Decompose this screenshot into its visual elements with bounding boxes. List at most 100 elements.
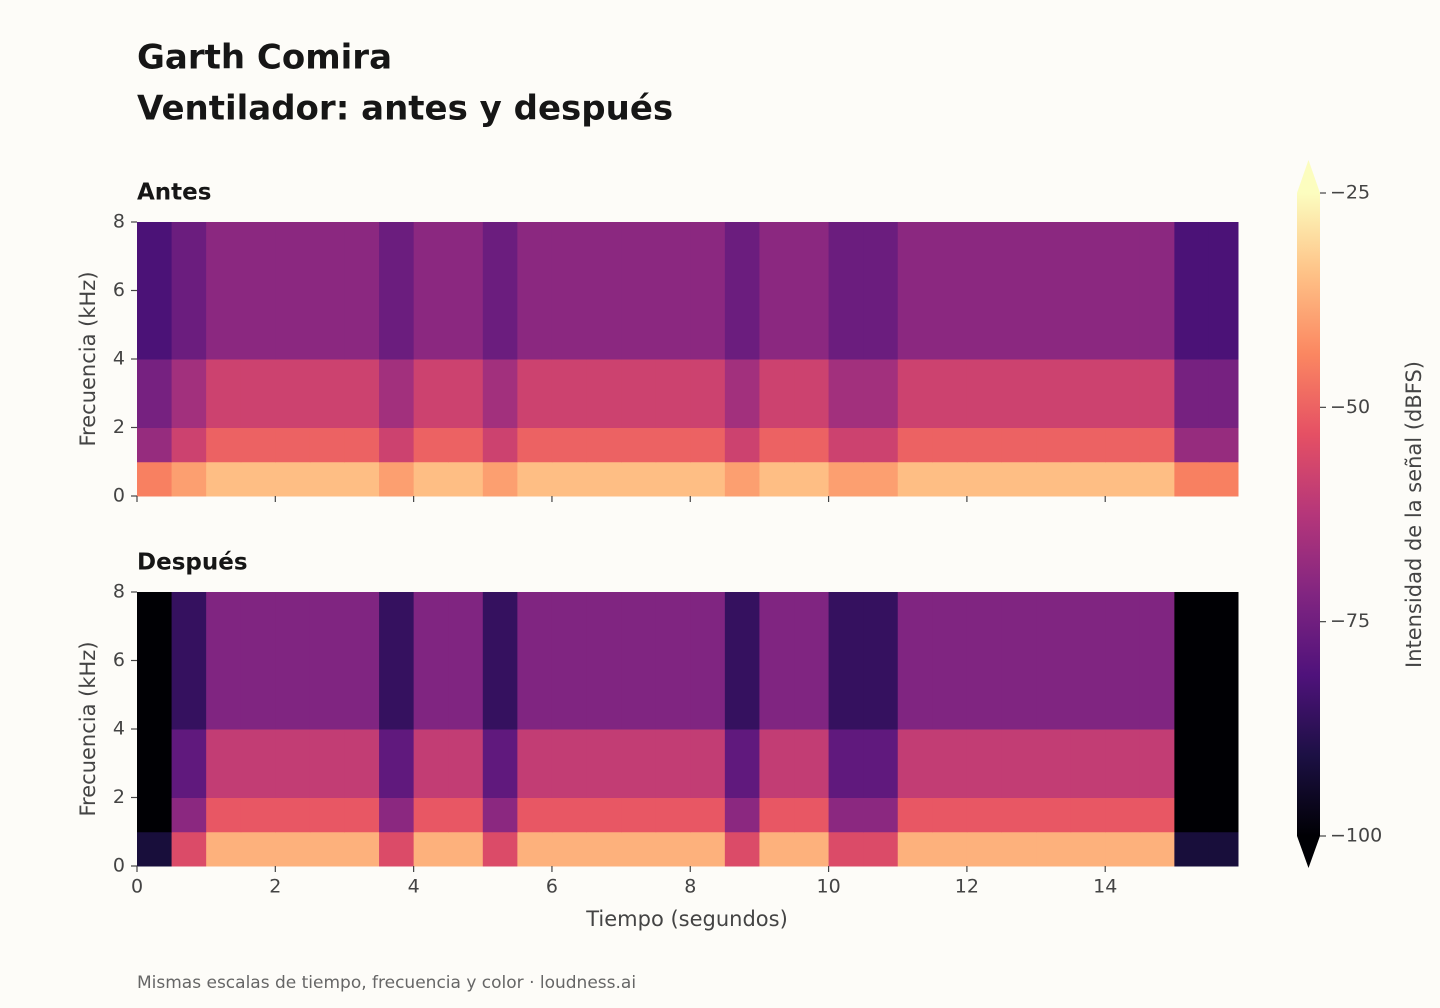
spectrogram-cell (344, 592, 380, 730)
spectrogram-cell (828, 831, 864, 867)
spectrogram-cell (1105, 359, 1141, 428)
spectrogram-cell (344, 797, 380, 833)
spectrogram-cell (897, 797, 933, 833)
spectrogram-cell (586, 831, 622, 867)
spectrogram-cell (586, 729, 622, 798)
spectrogram-cell (448, 359, 484, 428)
spectrogram-cell (1105, 797, 1141, 833)
spectrogram-cell (240, 729, 276, 798)
spectrogram-cell (137, 359, 173, 428)
spectrogram-cell (794, 461, 830, 497)
spectrogram-cell (621, 831, 657, 867)
spectrogram-cell (655, 592, 691, 730)
x-tick-label: 6 (546, 876, 558, 898)
spectrogram-cell (1208, 831, 1239, 867)
spectrogram-cell (690, 427, 726, 463)
spectrogram-cell (171, 831, 207, 867)
spectrogram-cell (517, 222, 553, 360)
spectrogram-cell (794, 729, 830, 798)
spectrogram-cell (171, 729, 207, 798)
footer: Mismas escalas de tiempo, frecuencia y c… (137, 973, 636, 993)
spectrogram-cell (724, 359, 760, 428)
y-tick-label: 2 (113, 416, 125, 438)
spectrogram-cell (1001, 222, 1037, 360)
spectrogram-cell (863, 461, 899, 497)
spectrogram-cell (586, 222, 622, 360)
x-tick-label: 12 (955, 876, 979, 898)
spectrogram-cell (586, 797, 622, 833)
spectrogram-cell (379, 222, 415, 360)
spectrogram-cell (137, 222, 173, 360)
spectrogram-cell (413, 797, 449, 833)
spectrogram-cell (1070, 592, 1106, 730)
spectrogram-cell (344, 831, 380, 867)
spectrogram-cell (240, 359, 276, 428)
spectrogram-cell (724, 461, 760, 497)
y-tick-label: 2 (113, 786, 125, 808)
spectrogram-cell (690, 797, 726, 833)
x-tick-label: 0 (131, 876, 143, 898)
spectrogram-cell (482, 461, 518, 497)
spectrogram-cell (828, 797, 864, 833)
y-tick-label: 4 (113, 718, 125, 740)
spectrogram-cell (655, 797, 691, 833)
spectrogram-cell (448, 427, 484, 463)
spectrogram-cell (724, 222, 760, 360)
spectrogram-cell (240, 427, 276, 463)
spectrogram-cell (379, 592, 415, 730)
spectrogram-cell (759, 729, 795, 798)
spectrogram-cell (690, 359, 726, 428)
spectrogram-cell (413, 359, 449, 428)
spectrogram-cell (137, 592, 173, 730)
spectrogram-cell (897, 427, 933, 463)
spectrogram-cell (1208, 222, 1239, 360)
spectrogram-cell (275, 729, 311, 798)
colorbar-extend-min (1297, 836, 1320, 868)
spectrogram-cell (655, 359, 691, 428)
y-tick-label: 8 (113, 581, 125, 603)
spectrogram-cell (1001, 797, 1037, 833)
spectrogram-cell (1036, 797, 1072, 833)
spectrogram-cell (621, 729, 657, 798)
spectrogram-cell (1208, 427, 1239, 463)
spectrogram-cell (759, 592, 795, 730)
spectrogram-cell (759, 427, 795, 463)
spectrogram-cell (932, 427, 968, 463)
spectrogram-cell (448, 797, 484, 833)
spectrogram-cell (932, 222, 968, 360)
x-tick-label: 2 (269, 876, 281, 898)
spectrogram-cell (966, 729, 1002, 798)
spectrogram-cell (1070, 461, 1106, 497)
spectrogram-cell (1208, 461, 1239, 497)
spectrogram-cell (551, 359, 588, 428)
spectrogram-cell (275, 359, 311, 428)
spectrogram-cell (621, 461, 657, 497)
y-tick-label: 6 (113, 279, 125, 301)
spectrogram-cell (1070, 222, 1106, 360)
spectrogram-cell (1139, 592, 1175, 730)
chart-subtitle: Ventilador: antes y después (137, 89, 673, 129)
spectrogram-cell (551, 592, 588, 730)
spectrogram-cell (137, 797, 173, 833)
spectrogram-cell (690, 222, 726, 360)
spectrogram-cell (863, 359, 899, 428)
spectrogram-cell (240, 592, 276, 730)
spectrogram-cell (621, 592, 657, 730)
spectrogram-cell (897, 461, 933, 497)
x-tick-label: 4 (408, 876, 420, 898)
colorbar-tick-label: −75 (1330, 610, 1370, 632)
spectrogram-cell (1139, 831, 1175, 867)
spectrogram-cell (863, 729, 899, 798)
colorbar-tick-label: −100 (1330, 825, 1382, 847)
spectrogram-cell (655, 461, 691, 497)
spectrogram-cell (448, 831, 484, 867)
spectrogram-cell (828, 461, 864, 497)
spectrogram-cell (1174, 797, 1210, 833)
spectrogram-cell (828, 359, 864, 428)
spectrogram-cell (309, 729, 345, 798)
spectrogram-cell (690, 592, 726, 730)
spectrogram-cell (1174, 461, 1210, 497)
spectrogram-cell (517, 831, 553, 867)
spectrogram-cell (794, 592, 830, 730)
spectrogram-cell (724, 592, 760, 730)
